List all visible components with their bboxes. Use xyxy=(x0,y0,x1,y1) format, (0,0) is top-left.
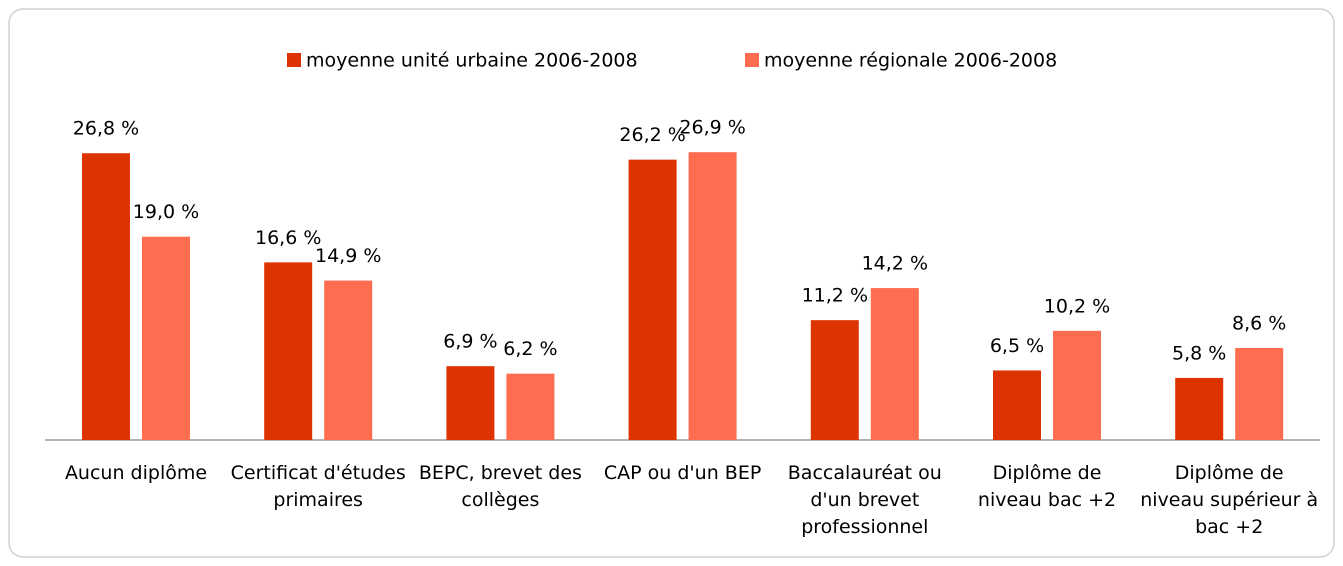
x-tick-label: Diplôme de niveau bac +2 xyxy=(977,462,1117,511)
bar xyxy=(993,370,1041,440)
value-label: 14,2 % xyxy=(862,253,928,275)
legend-label: moyenne régionale 2006-2008 xyxy=(764,50,1057,72)
x-tick-label: Baccalauréat ou d'un brevet professionne… xyxy=(787,462,942,538)
value-label: 26,2 % xyxy=(619,124,685,146)
x-tick-label: Aucun diplôme xyxy=(64,462,208,484)
legend-label: moyenne unité urbaine 2006-2008 xyxy=(306,50,638,72)
value-label: 6,9 % xyxy=(443,331,497,353)
bar xyxy=(446,366,495,440)
legend-swatch xyxy=(287,53,301,67)
bar xyxy=(264,262,313,440)
legend-swatch xyxy=(745,53,759,67)
bar xyxy=(324,280,373,440)
value-label: 5,8 % xyxy=(1172,342,1226,364)
bar xyxy=(506,373,555,440)
x-tick-label: BEPC, brevet des collèges xyxy=(418,462,582,511)
bar xyxy=(1053,330,1101,440)
x-tick-label: CAP ou d'un BEP xyxy=(603,462,762,484)
value-label: 19,0 % xyxy=(133,201,199,223)
x-tick-label: Diplôme de niveau supérieur à bac +2 xyxy=(1140,462,1319,538)
bar xyxy=(82,153,130,441)
bar xyxy=(688,152,737,441)
value-label: 26,9 % xyxy=(679,117,745,139)
value-label: 26,8 % xyxy=(73,118,139,140)
bar xyxy=(1175,377,1224,440)
value-label: 16,6 % xyxy=(255,227,321,249)
value-label: 14,9 % xyxy=(315,245,381,267)
value-label: 6,2 % xyxy=(503,338,557,360)
value-label: 11,2 % xyxy=(802,285,868,307)
bar xyxy=(870,288,919,440)
x-tick-label: Certificat d'études primaires xyxy=(230,462,406,511)
bar xyxy=(142,236,190,440)
bar xyxy=(628,159,677,440)
bar xyxy=(1235,347,1284,440)
bar xyxy=(810,320,859,440)
value-label: 10,2 % xyxy=(1044,295,1110,317)
value-label: 6,5 % xyxy=(990,335,1044,357)
value-label: 8,6 % xyxy=(1232,312,1286,334)
